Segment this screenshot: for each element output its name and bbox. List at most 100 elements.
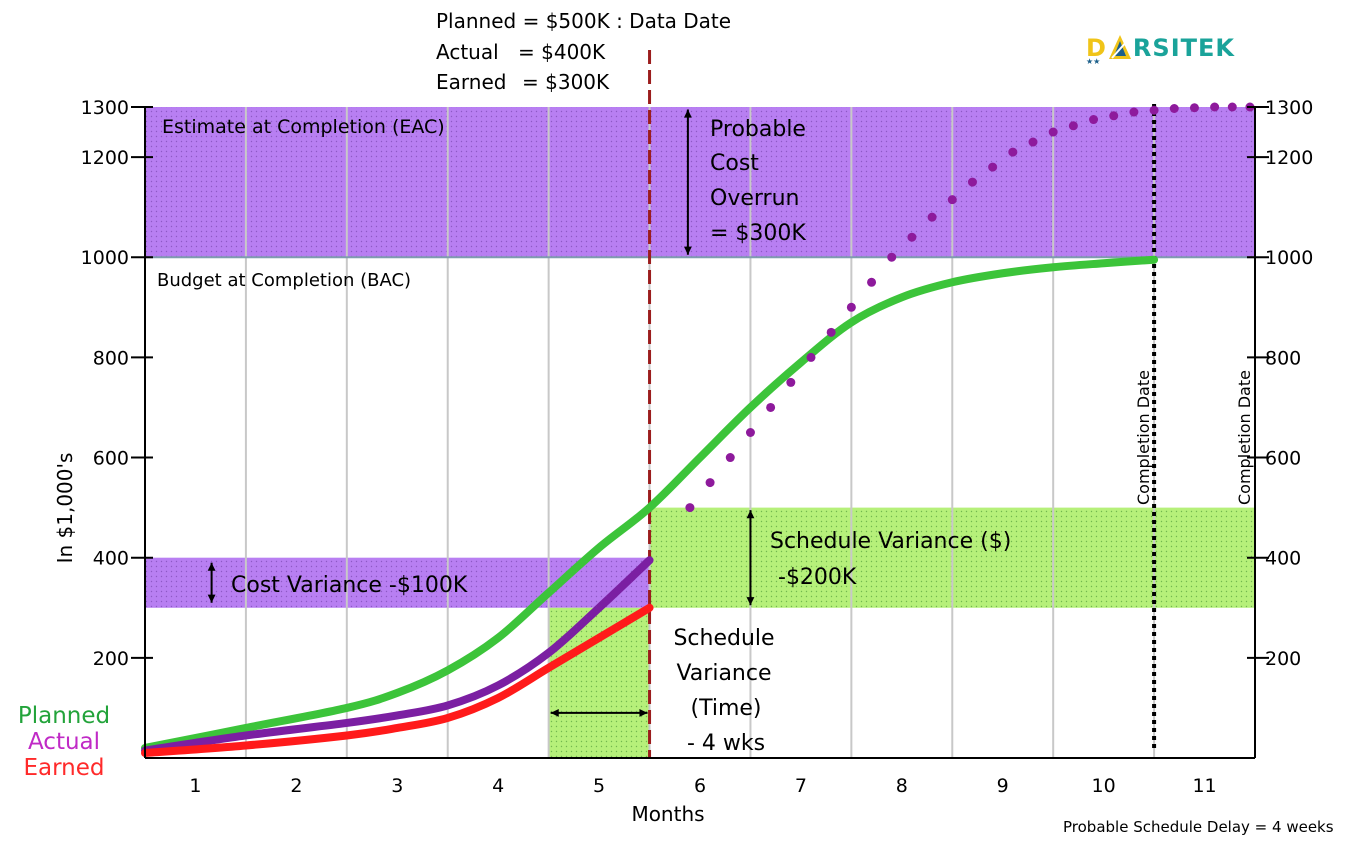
reference-lines xyxy=(145,50,1255,758)
y-axis-title: In $1,000's xyxy=(53,453,77,564)
eac-projection-point xyxy=(1048,127,1058,137)
eac-projection-point xyxy=(988,162,998,172)
eac-projection-point xyxy=(826,327,836,337)
x-tick-label: 10 xyxy=(1092,775,1116,797)
x-axis-title: Months xyxy=(631,802,704,826)
logo-wordmark: D RSITEK xyxy=(1086,34,1235,62)
series-lines xyxy=(141,102,1255,757)
y-tick-label-left: 1000 xyxy=(81,247,129,269)
schedule-variance-time-arrow-head xyxy=(550,709,559,717)
y-tick-label-left: 600 xyxy=(93,448,129,470)
y-tick-label-right: 1200 xyxy=(1265,147,1313,169)
completion-date-label-right: Completion Date xyxy=(1235,370,1254,505)
eac-projection-point xyxy=(1068,121,1078,131)
sv-dollar-line-2: -$200K xyxy=(778,565,857,590)
eac-projection-point xyxy=(685,503,695,513)
x-tick-label: 5 xyxy=(593,775,605,797)
schedule-variance-dollar-arrow-head xyxy=(746,510,755,519)
y-tick-label-right: 1000 xyxy=(1265,247,1313,269)
eac-projection-point xyxy=(786,377,796,387)
top-note-actual-label: Actual xyxy=(436,40,499,64)
overrun-arrow-head xyxy=(683,246,692,255)
eac-projection-point xyxy=(947,195,957,205)
eac-projection-point xyxy=(745,428,755,437)
logo-letter-d: D xyxy=(1086,34,1107,62)
x-tick-label: 9 xyxy=(997,775,1009,797)
eac-projection-point xyxy=(867,277,877,287)
overrun-line-4: = $300K xyxy=(710,221,806,246)
x-tick-label: 3 xyxy=(391,775,403,797)
cost-variance-arrow-head xyxy=(207,562,216,571)
schedule-variance-dollar-arrow xyxy=(746,510,755,606)
overrun-line-3: Overrun xyxy=(710,186,799,211)
sv-time-line-1: Schedule xyxy=(673,626,774,651)
x-tick-label: 11 xyxy=(1192,775,1216,797)
legend-actual: Actual xyxy=(27,729,101,755)
y-tick-label-right: 800 xyxy=(1265,347,1301,369)
schedule-variance-dollar-arrow-head xyxy=(746,597,755,606)
logo-letters-rsitek: RSITEK xyxy=(1132,34,1235,62)
bac-label: Budget at Completion (BAC) xyxy=(157,270,411,291)
y-tick-label-left: 200 xyxy=(93,648,129,670)
sv-time-line-4: - 4 wks xyxy=(687,731,765,756)
dorsitek-logo: D RSITEK ★★ xyxy=(1086,31,1235,66)
y-tick-label-right: 1300 xyxy=(1265,97,1313,119)
eac-projection-point xyxy=(766,402,776,412)
y-tick-label-left: 1200 xyxy=(81,147,129,169)
actual-line xyxy=(141,556,654,755)
schedule-variance-time-arrow-head xyxy=(639,709,648,717)
overrun-arrow-head xyxy=(683,109,692,118)
eac-label: Estimate at Completion (EAC) xyxy=(162,116,445,138)
eac-projection-point xyxy=(1008,147,1018,157)
earned-line xyxy=(141,603,654,757)
x-tick-label: 2 xyxy=(290,775,302,797)
cost-variance-arrow xyxy=(207,562,216,603)
eac-projection-point xyxy=(846,302,856,312)
schedule-variance-time-arrow xyxy=(550,709,648,717)
eac-projection-point xyxy=(1227,102,1237,112)
sv-dollar-line-1: Schedule Variance ($) xyxy=(770,529,1011,554)
y-tick-label-left: 1300 xyxy=(81,97,129,119)
overrun-line-1: Probable xyxy=(710,117,806,142)
top-note-earned-value: = $300K xyxy=(522,70,610,94)
logo-emblem-icon xyxy=(1108,34,1132,60)
y-tick-label-right: 400 xyxy=(1265,548,1301,570)
y-tick-label-left: 800 xyxy=(93,347,129,369)
completion-date-label: Completion Date xyxy=(1134,370,1153,505)
band-dots-3 xyxy=(548,607,650,758)
eac-projection-point xyxy=(1149,105,1159,115)
legend-earned: Earned xyxy=(23,755,105,781)
legend-planned: Planned xyxy=(17,703,111,729)
y-tick-label-left: 400 xyxy=(93,548,129,570)
x-tick-label: 6 xyxy=(694,775,706,797)
top-note-earned-label: Earned xyxy=(436,70,506,94)
eac-projection-point xyxy=(967,177,977,187)
top-note-planned: Planned = $500K : Data Date xyxy=(436,9,731,33)
eac-projection-point xyxy=(725,453,735,463)
legend: Planned Actual Earned xyxy=(14,703,114,781)
x-tick-label: 8 xyxy=(896,775,908,797)
x-tick-label: 7 xyxy=(795,775,807,797)
x-tick-label: 4 xyxy=(492,775,504,797)
schedule-delay-note: Probable Schedule Delay = 4 weeks xyxy=(1063,818,1334,836)
eac-projection-point xyxy=(1189,103,1199,113)
eac-projection-point xyxy=(1089,115,1099,125)
x-tick-label: 1 xyxy=(189,775,201,797)
top-note-actual-value: = $400K xyxy=(518,40,606,64)
eac-projection-point xyxy=(1210,102,1220,112)
eac-projection-point xyxy=(1129,107,1139,117)
eac-projection-point xyxy=(705,478,715,488)
logo-stars-icon: ★★ xyxy=(1086,57,1101,66)
axes xyxy=(131,106,1269,759)
sv-time-line-3: (Time) xyxy=(690,696,761,721)
eac-projection-point xyxy=(1109,111,1119,121)
planned-line xyxy=(141,255,1159,752)
overrun-arrow xyxy=(683,109,692,255)
eac-projection-point xyxy=(1169,104,1179,114)
y-tick-label-right: 200 xyxy=(1265,648,1301,670)
band-dots-0 xyxy=(145,107,1255,258)
annotation-arrows xyxy=(207,109,755,717)
eac-projection-point xyxy=(1028,137,1038,147)
eac-projection-point xyxy=(907,232,917,242)
